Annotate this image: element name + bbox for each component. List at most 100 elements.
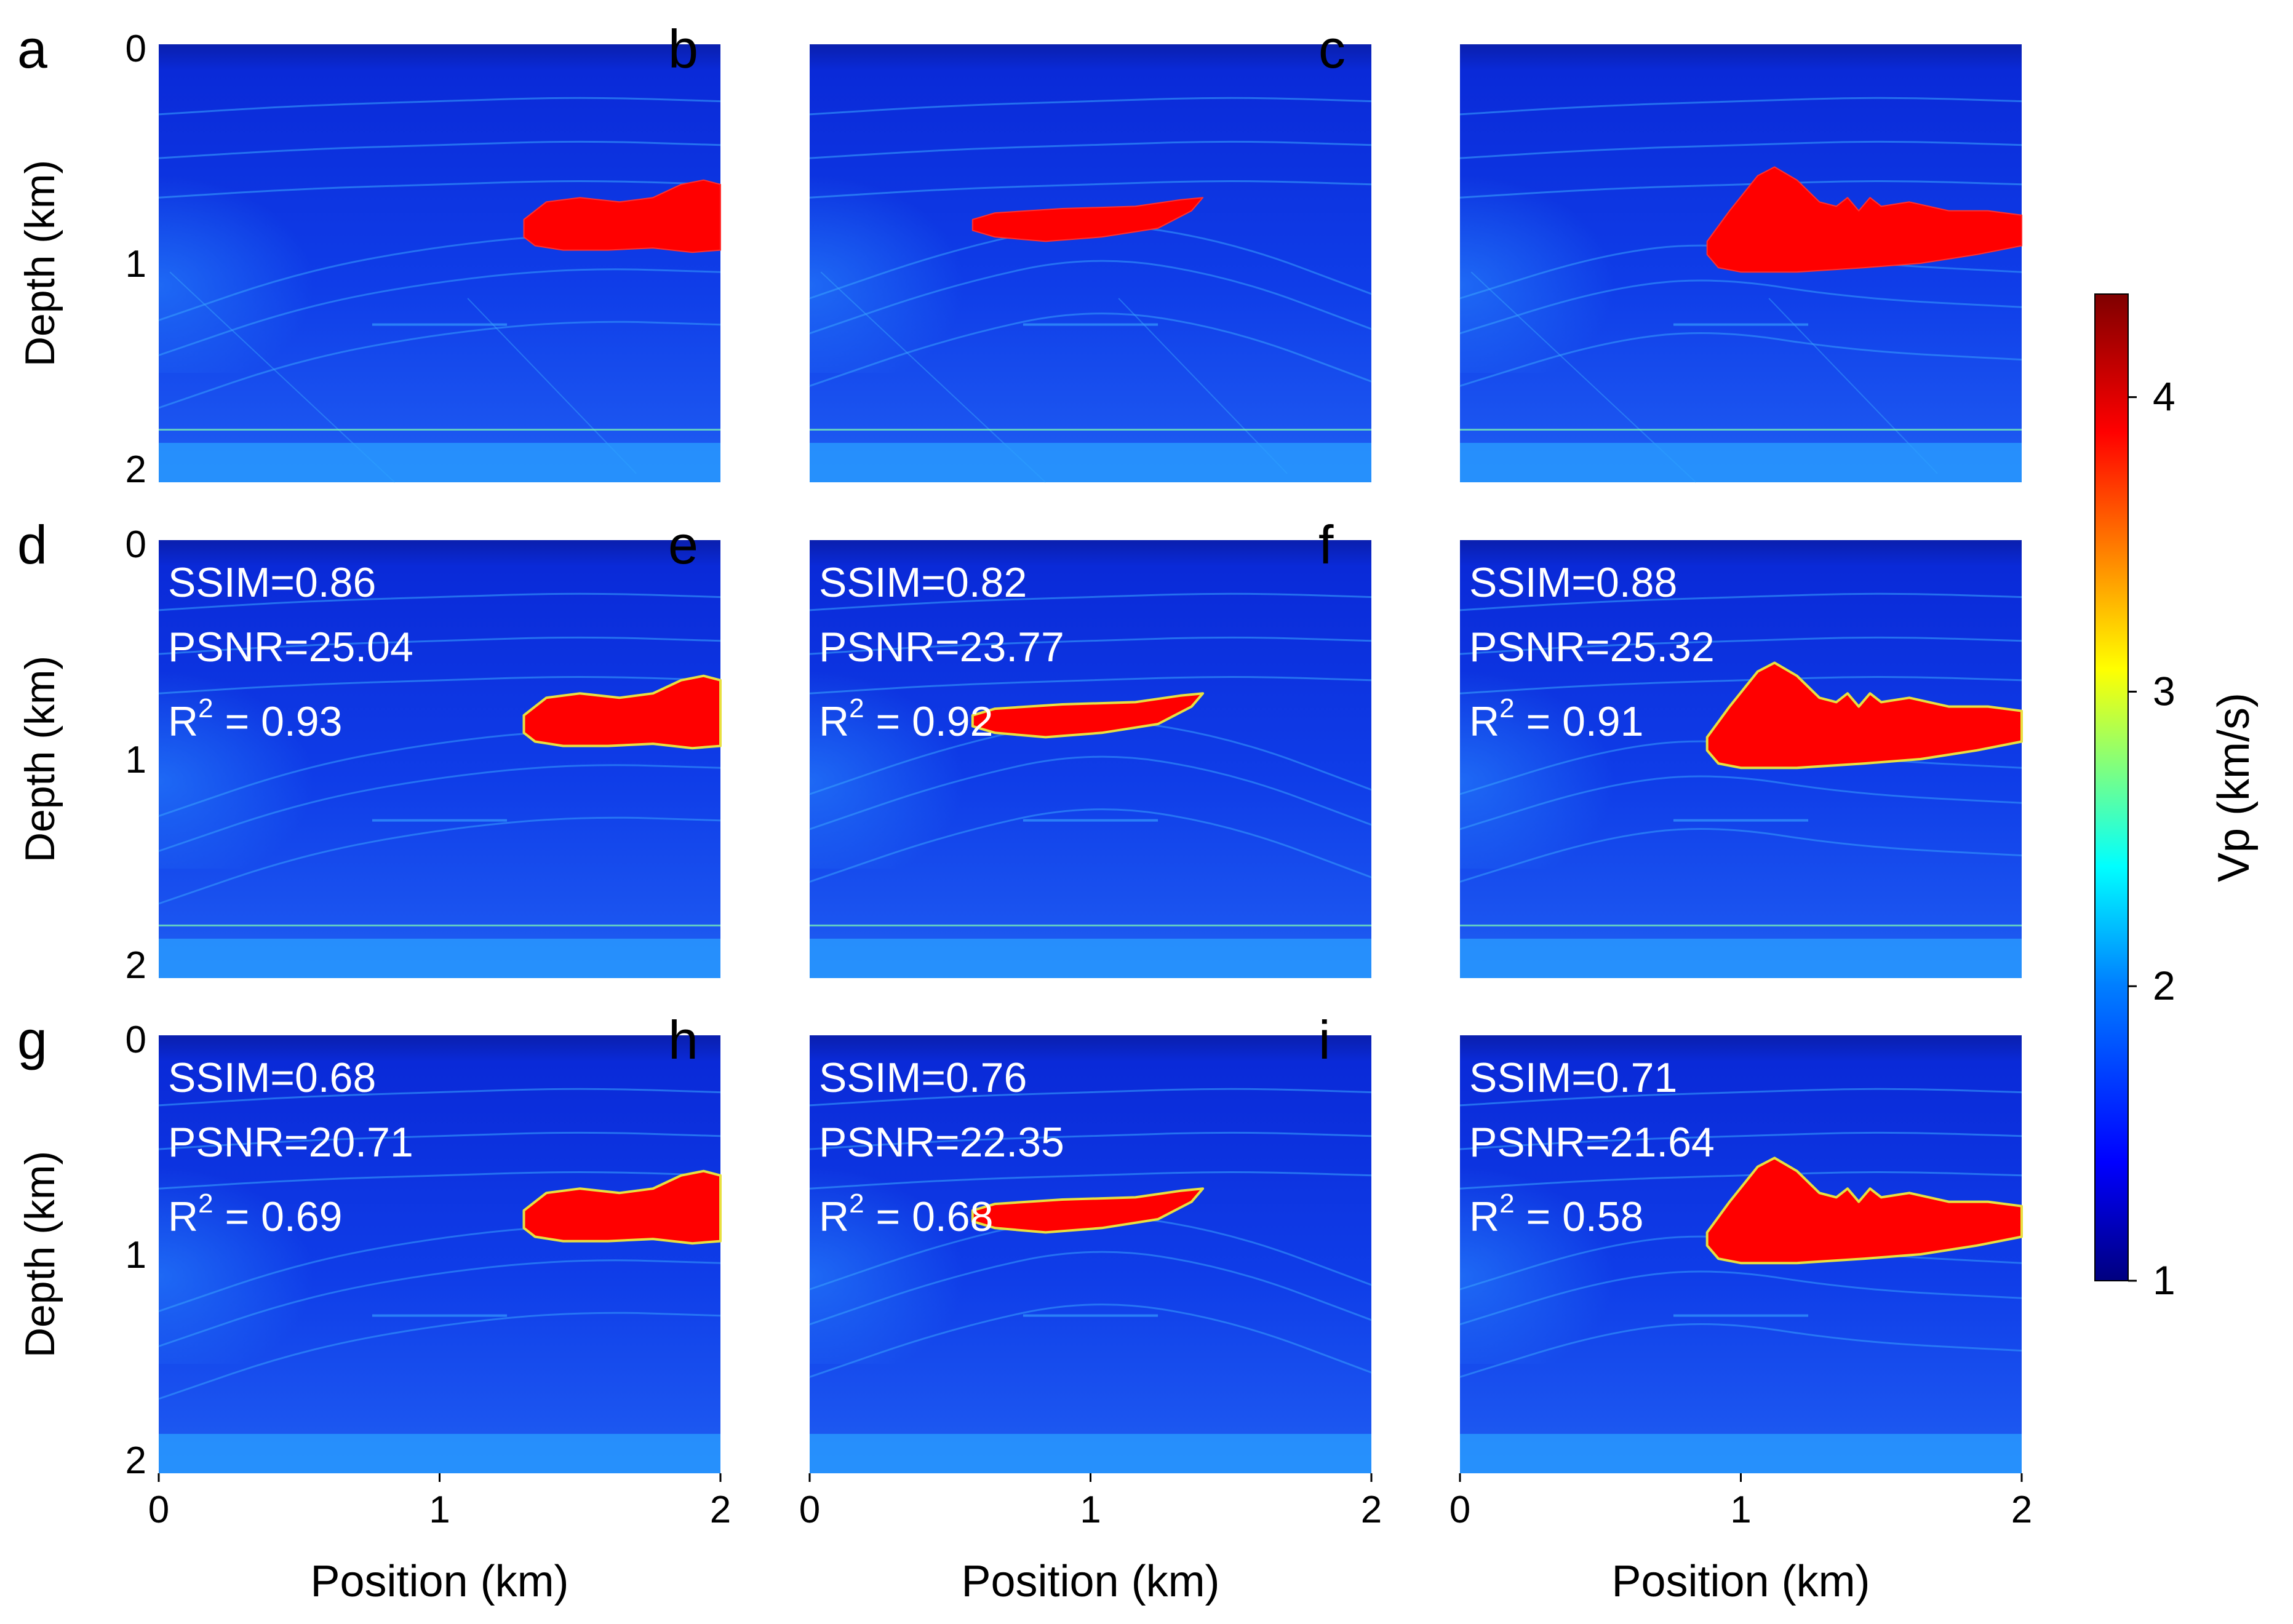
panel-e: e SSIM=0.82 PSNR=23.77 R2 = 0.92 [668, 514, 1372, 978]
salt-body [971, 1187, 1205, 1234]
bottom-layer [159, 938, 720, 978]
y-tick-label: 0 [126, 523, 146, 566]
arched-layer-line [1459, 1270, 2022, 1326]
sediment-layer-line [809, 140, 1372, 159]
arched-layer-line [1459, 332, 2022, 387]
arched-layer-line [158, 1259, 721, 1347]
sediment-layer-line [1459, 1171, 2022, 1190]
r2-text: R2 = 0.93 [168, 693, 342, 745]
panel-shallow-glow [810, 154, 1119, 373]
y-tick-label: 1 [126, 243, 146, 285]
y-tick-label: 2 [126, 1439, 146, 1482]
arched-layer-line [809, 260, 1372, 335]
sediment-layer-line [809, 636, 1372, 655]
arched-layer-line [158, 764, 721, 852]
sediment-layer-line [1459, 140, 2022, 159]
sediment-layer-line [158, 636, 721, 655]
panel-shallow-glow [810, 1145, 1119, 1364]
panel-label: c [1318, 18, 1346, 79]
psnr-text: PSNR=25.32 [1469, 624, 1715, 671]
bottom-layer [810, 1433, 1371, 1473]
arched-layer-line [809, 755, 1372, 830]
arched-layer-line [1459, 828, 2022, 883]
arched-layer-line [809, 312, 1372, 387]
sediment-layer-line [1459, 676, 2022, 695]
bottom-layer [159, 1433, 720, 1473]
arched-layer-line [809, 1251, 1372, 1326]
arched-layer-line [1459, 775, 2022, 830]
panel-c: c [1318, 18, 2022, 483]
panel-i: i SSIM=0.71 PSNR=21.64 R2 = 0.58 0 1 2 Position… [1318, 1009, 2032, 1606]
arched-layer-line [809, 808, 1372, 883]
salt-body [523, 179, 721, 253]
r2-text: R2 = 0.69 [168, 1188, 342, 1240]
salt-body [1705, 661, 2023, 770]
panel-d: d 0 1 2 Depth (km) SSIM=0.86 PSNR=25.04 R2 = 0.… [17, 514, 722, 987]
colorbar-tick-label: 2 [2153, 963, 2175, 1008]
ssim-text: SSIM=0.82 [819, 559, 1027, 606]
sediment-layer-line [158, 140, 721, 159]
x-tick-label: 1 [1730, 1489, 1751, 1531]
sediment-layer-line [158, 592, 721, 611]
x-tick-label: 1 [429, 1489, 450, 1531]
arched-layer-line [1459, 1323, 2022, 1378]
arched-layer-line [158, 268, 721, 356]
arched-layer-line [158, 816, 721, 905]
y-axis-label: Depth (km) [17, 656, 63, 862]
panel-h: h SSIM=0.76 PSNR=22.35 R2 = 0.68 0 1 2 Position… [668, 1009, 1382, 1606]
psnr-text: PSNR=23.77 [819, 624, 1064, 671]
panel-label: f [1318, 514, 1334, 575]
x-tick-label: 2 [2011, 1489, 2032, 1531]
arched-layer-line [809, 1304, 1372, 1378]
colorbar-tick-label: 4 [2153, 374, 2175, 420]
colorbar-tick-label: 3 [2153, 668, 2175, 714]
x-axis-label: Position (km) [1611, 1557, 1870, 1606]
sediment-layer-line [158, 676, 721, 695]
sediment-layer-line [1459, 1131, 2022, 1150]
panel-label: b [668, 18, 698, 79]
sediment-layer-line [809, 1171, 1372, 1190]
sediment-layer-line [809, 97, 1372, 116]
y-tick-label: 1 [126, 1234, 146, 1276]
y-tick-label: 0 [126, 28, 146, 70]
salt-body [971, 197, 1204, 242]
salt-body [1705, 1156, 2023, 1265]
y-axis-label: Depth (km) [17, 1151, 63, 1358]
panel-shallow-glow [810, 650, 1119, 869]
sediment-layer-line [158, 97, 721, 116]
sediment-layer-line [1459, 97, 2022, 116]
y-tick-label: 2 [126, 448, 146, 491]
panel-f: f SSIM=0.88 PSNR=25.32 R2 = 0.91 [1318, 514, 2023, 978]
salt-body [971, 692, 1205, 739]
r2-text: R2 = 0.92 [819, 693, 993, 745]
ssim-text: SSIM=0.76 [819, 1054, 1027, 1101]
psnr-text: PSNR=21.64 [1469, 1119, 1715, 1166]
x-tick-label: 2 [710, 1489, 731, 1531]
sediment-layer-line [809, 592, 1372, 611]
colorbar-label: Vp (km/s) [2209, 693, 2259, 882]
psnr-text: PSNR=20.71 [168, 1119, 413, 1166]
panel-g: g 0 1 2 Depth (km) SSIM=0.68 PSNR=20.71 R2 = 0.… [17, 1009, 731, 1606]
r2-text: R2 = 0.68 [819, 1188, 993, 1240]
panel-shallow-glow [159, 154, 468, 373]
sediment-layer-line [1459, 592, 2022, 611]
panel-b: b [668, 18, 1372, 483]
sediment-layer-line [158, 180, 721, 199]
sediment-layer-line [809, 1088, 1372, 1107]
ssim-text: SSIM=0.88 [1469, 559, 1677, 606]
x-tick-label: 0 [799, 1489, 820, 1531]
sediment-layer-line [809, 676, 1372, 695]
x-tick-label: 2 [1361, 1489, 1382, 1531]
arched-layer-line [158, 320, 721, 409]
panel-label: i [1318, 1009, 1331, 1070]
bottom-layer [1460, 1433, 2022, 1473]
r2-text: R2 = 0.91 [1469, 693, 1643, 745]
psnr-text: PSNR=25.04 [168, 624, 413, 671]
sediment-layer-line [1459, 636, 2022, 655]
sediment-layer-line [809, 180, 1372, 199]
colorbar-gradient [2094, 293, 2129, 1281]
salt-body [522, 1169, 722, 1245]
psnr-text: PSNR=22.35 [819, 1119, 1064, 1166]
panel-label: a [17, 18, 47, 79]
